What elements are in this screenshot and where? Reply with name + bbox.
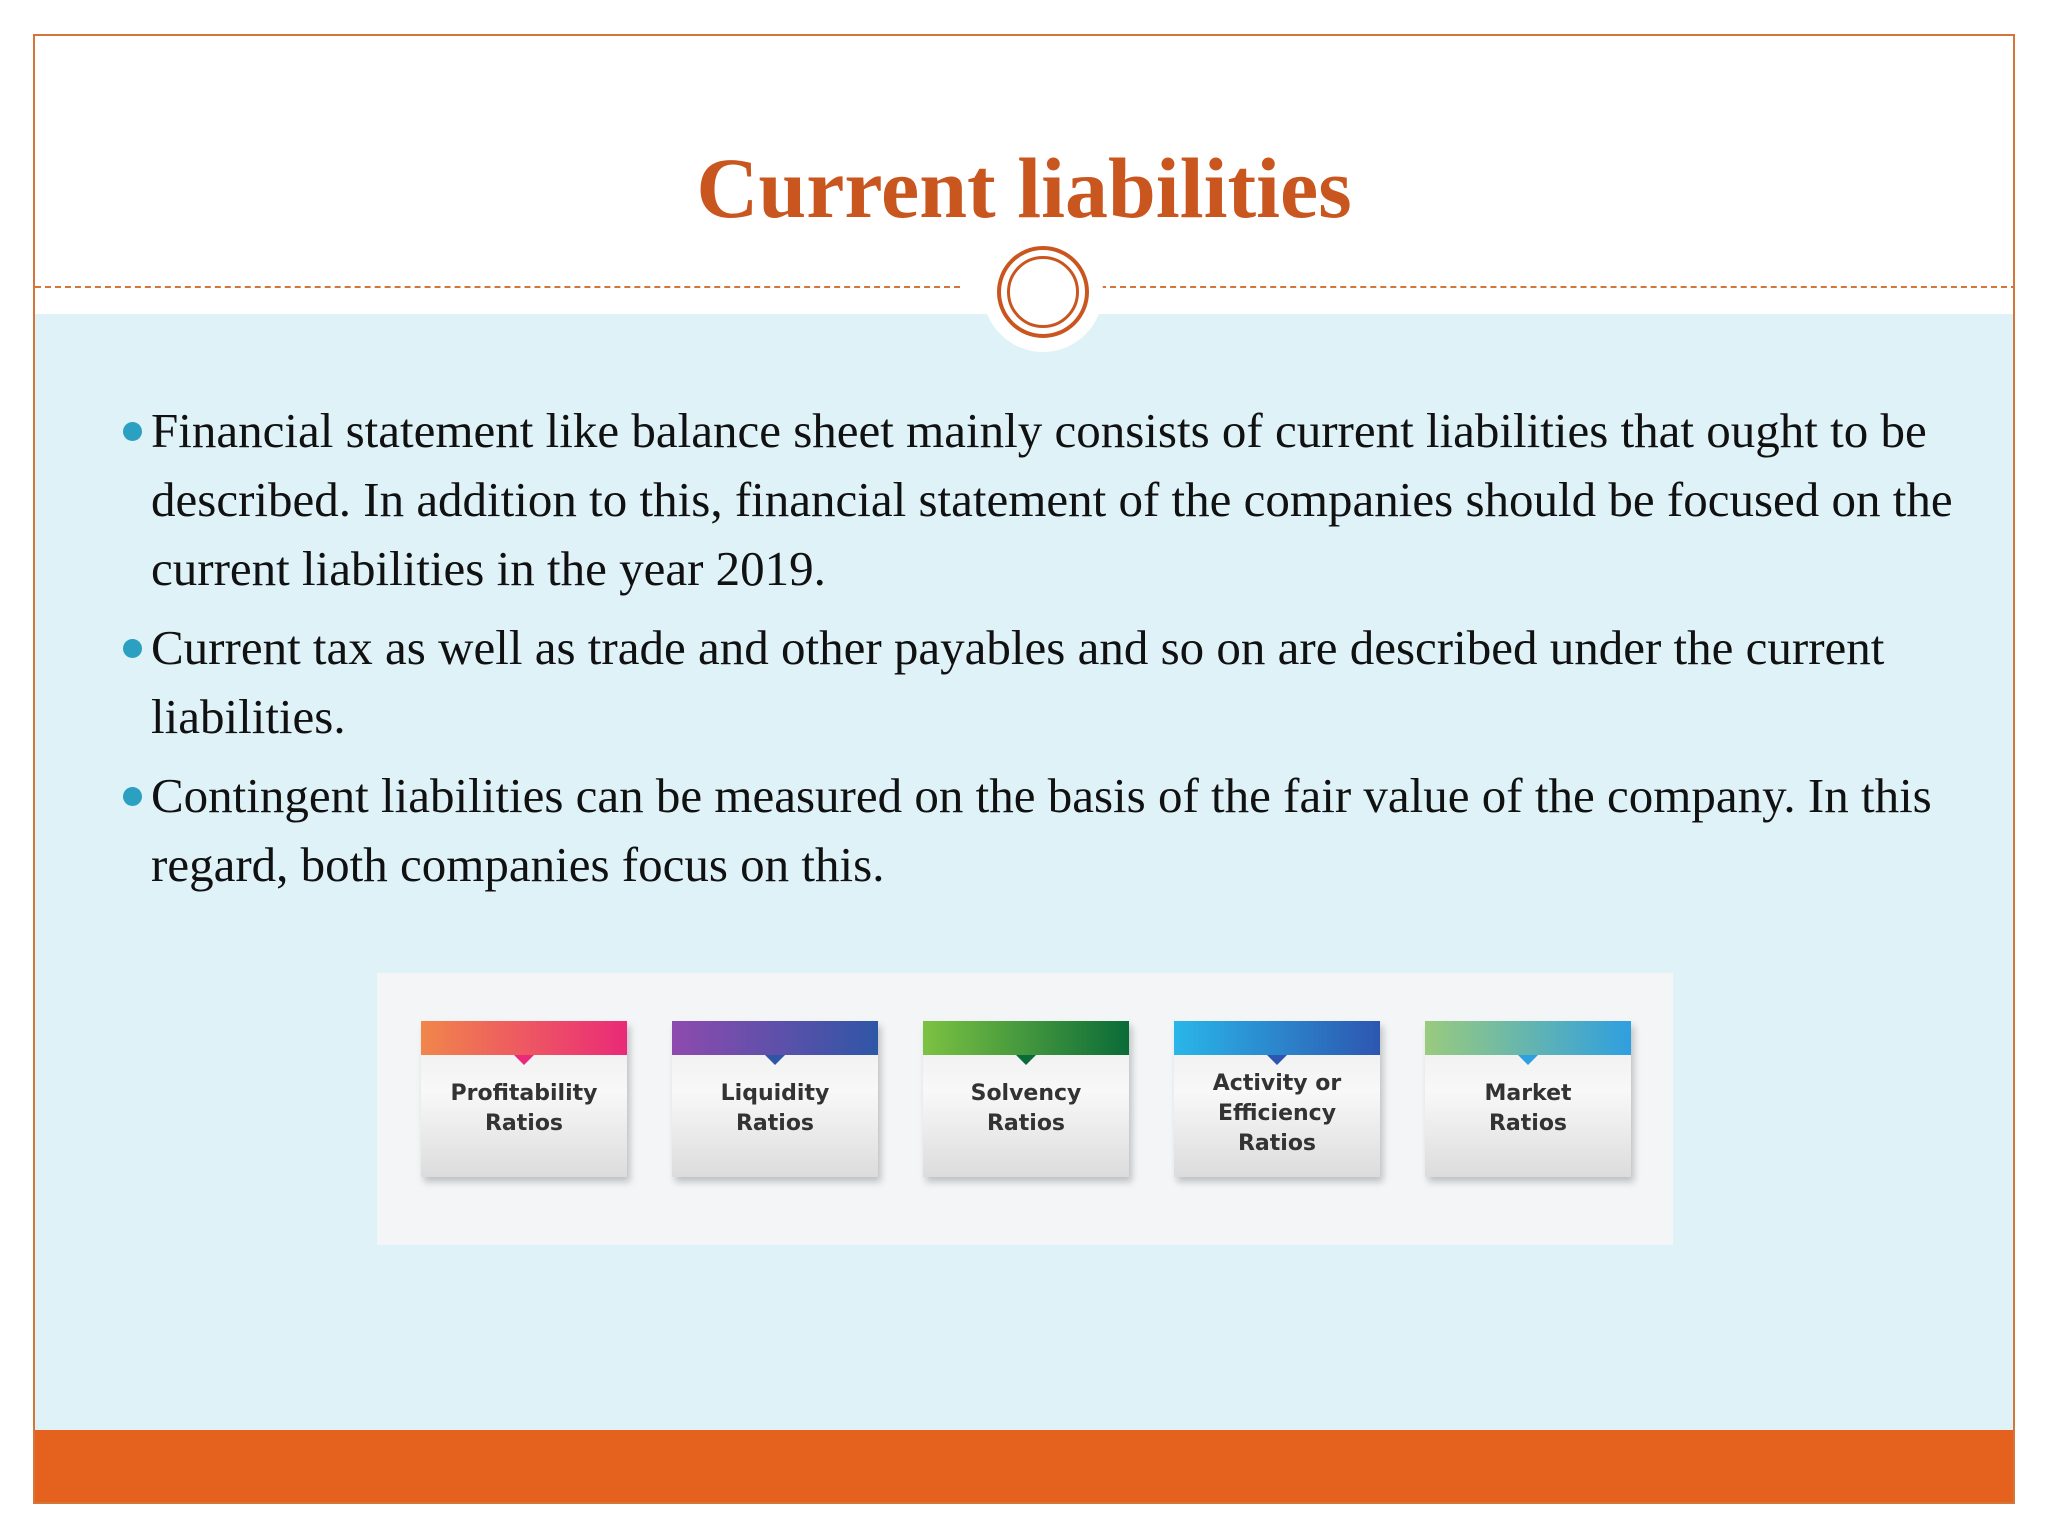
slide-frame: Current liabilities Financial statement …: [33, 34, 2015, 1504]
ratio-label: Solvency Ratios: [970, 1081, 1082, 1136]
bullet-dot-icon: [123, 422, 142, 441]
footer-bar: [35, 1430, 2013, 1502]
bullet-item: Current tax as well as trade and other p…: [35, 613, 2013, 751]
circle-ornament-icon: [997, 246, 1089, 338]
ratio-color-bar: [421, 1021, 627, 1065]
ratio-color-bar: [923, 1021, 1129, 1065]
bullet-item: Financial statement like balance sheet m…: [35, 396, 2013, 603]
ratio-label: Liquidity Ratios: [720, 1081, 830, 1136]
ratio-card-market: Market Ratios: [1425, 1021, 1631, 1177]
divider-line-right: [1090, 286, 2013, 288]
ratio-color-bar: [1425, 1021, 1631, 1065]
divider-line-left: [35, 286, 960, 288]
ratio-types-graphic: Profitability Ratios Liquidity Ratios So…: [377, 973, 1673, 1245]
slide-title: Current liabilities: [696, 140, 1352, 236]
bullet-text: Contingent liabilities can be measured o…: [151, 768, 1932, 892]
bullet-list: Financial statement like balance sheet m…: [35, 396, 2013, 909]
ratio-card-solvency: Solvency Ratios: [923, 1021, 1129, 1177]
bullet-text: Financial statement like balance sheet m…: [151, 403, 1953, 596]
ratio-color-bar: [672, 1021, 878, 1065]
ratio-color-bar: [1174, 1021, 1380, 1065]
bullet-text: Current tax as well as trade and other p…: [151, 620, 1885, 744]
slide-content-area: [35, 314, 2013, 1462]
ratio-label: Activity or Efficiency Ratios: [1212, 1071, 1342, 1156]
ratio-label: Market Ratios: [1484, 1081, 1572, 1136]
bullet-dot-icon: [123, 639, 142, 658]
bullet-item: Contingent liabilities can be measured o…: [35, 761, 2013, 899]
ratio-card-profitability: Profitability Ratios: [421, 1021, 627, 1177]
ratio-card-activity-efficiency: Activity or Efficiency Ratios: [1174, 1021, 1380, 1177]
bullet-dot-icon: [123, 787, 142, 806]
ratio-label: Profitability Ratios: [450, 1081, 598, 1136]
ratio-card-liquidity: Liquidity Ratios: [672, 1021, 878, 1177]
